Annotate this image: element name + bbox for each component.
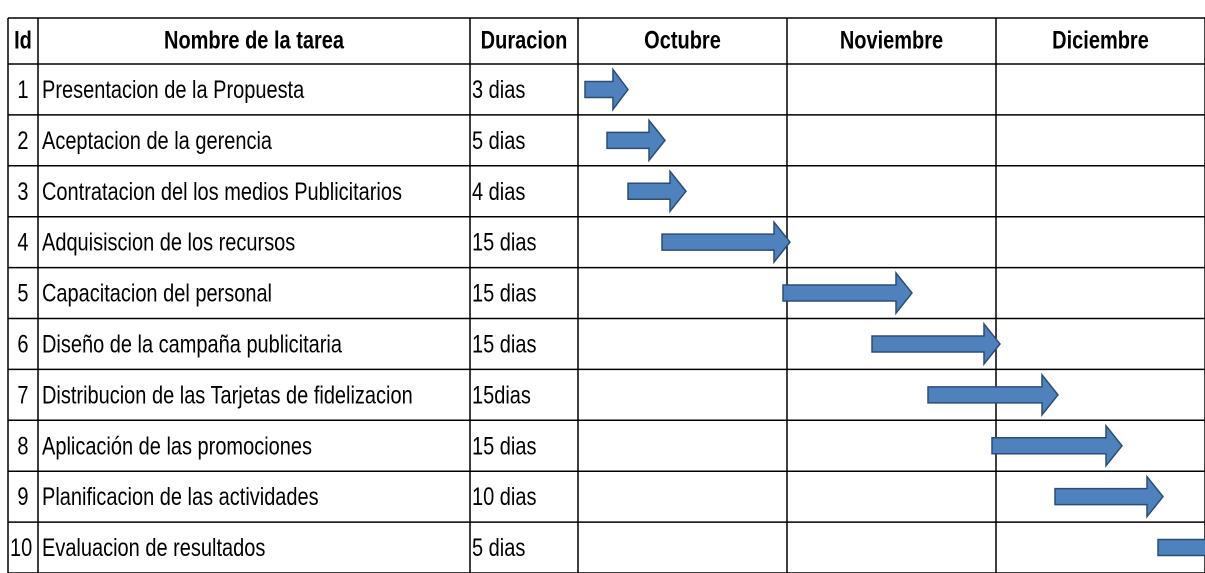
gantt-arrow xyxy=(782,270,913,316)
task-name: Aplicación de las promociones xyxy=(42,432,312,460)
task-id: 4 xyxy=(17,229,28,257)
task-duration: 5 dias xyxy=(472,127,525,155)
header-cell: Octubre xyxy=(644,27,721,55)
task-duration: 15 dias xyxy=(472,330,536,358)
header-cell: Id xyxy=(14,27,32,55)
header-cell: Nombre de la tarea xyxy=(164,27,344,55)
task-name: Distribucion de las Tarjetas de fideliza… xyxy=(42,381,413,409)
task-id: 6 xyxy=(17,330,28,358)
task-name: Evaluacion de resultados xyxy=(42,534,265,562)
task-id: 5 xyxy=(17,280,28,308)
task-id: 8 xyxy=(17,432,28,460)
task-duration: 15 dias xyxy=(472,280,536,308)
task-name: Planificacion de las actividades xyxy=(42,483,319,511)
gantt-arrow xyxy=(871,321,1001,367)
task-duration: 15dias xyxy=(472,381,531,409)
task-id: 1 xyxy=(17,76,28,104)
gantt-arrow xyxy=(661,220,791,265)
task-name: Diseño de la campaña publicitaria xyxy=(42,330,342,358)
gantt-arrow xyxy=(606,118,666,163)
task-id: 10 xyxy=(10,534,32,562)
task-duration: 3 dias xyxy=(472,76,525,104)
gantt-arrow xyxy=(927,372,1059,417)
header-cell: Duracion xyxy=(481,27,568,55)
gantt-arrow xyxy=(584,67,629,112)
task-id: 2 xyxy=(17,127,28,155)
task-name: Capacitacion del personal xyxy=(42,280,272,308)
task-name: Contratacion del los medios Publicitario… xyxy=(42,178,402,206)
task-name: Aceptacion de la gerencia xyxy=(42,127,272,155)
gantt-arrow xyxy=(1157,538,1205,557)
task-duration: 4 dias xyxy=(472,178,525,206)
task-duration: 10 dias xyxy=(472,483,536,511)
task-name: Adquisiscion de los recursos xyxy=(42,229,295,257)
task-duration: 5 dias xyxy=(472,534,525,562)
task-name: Presentacion de la Propuesta xyxy=(42,76,305,104)
task-duration: 15 dias xyxy=(472,432,536,460)
task-duration: 15 dias xyxy=(472,229,536,257)
gantt-arrow xyxy=(1054,474,1164,519)
task-id: 3 xyxy=(17,178,28,206)
header-cell: Noviembre xyxy=(840,27,943,55)
header-cell: Diciembre xyxy=(1052,27,1149,55)
task-id: 9 xyxy=(17,483,28,511)
gantt-arrow xyxy=(627,169,687,214)
task-id: 7 xyxy=(17,381,28,409)
gantt-arrow xyxy=(991,423,1123,468)
